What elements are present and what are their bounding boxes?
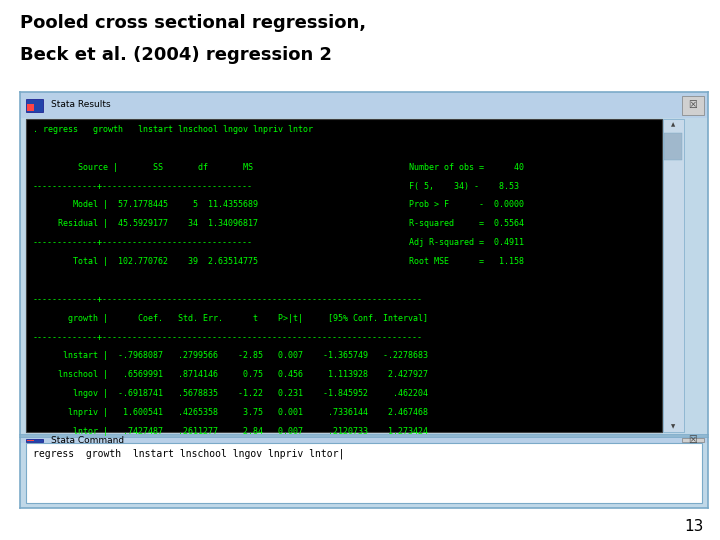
Text: Model |  57.1778445     5  11.4355689: Model | 57.1778445 5 11.4355689: [32, 200, 258, 210]
Text: lnstart |  -.7968087   .2799566    -2.85   0.007    -1.365749   -.2278683: lnstart | -.7968087 .2799566 -2.85 0.007…: [32, 352, 428, 360]
Bar: [26, 99, 43, 112]
Text: Beck et al. (2004) regression 2: Beck et al. (2004) regression 2: [20, 46, 332, 64]
Text: . regress   growth   lnstart lnschool lngov lnpriv lntor: . regress growth lnstart lnschool lngov …: [32, 125, 312, 134]
Bar: [20, 92, 708, 118]
Text: ☒: ☒: [688, 435, 697, 445]
Bar: [26, 443, 702, 503]
Bar: [682, 438, 703, 442]
Text: lntor |   .7427487   .2611277     2.84   0.007     .2120733    1.273424: lntor | .7427487 .2611277 2.84 0.007 .21…: [32, 427, 428, 436]
Text: Stata Command: Stata Command: [51, 436, 125, 444]
Text: -------------+------------------------------: -------------+--------------------------…: [32, 181, 253, 191]
Text: ☒: ☒: [688, 100, 697, 110]
Text: Number of obs =      40: Number of obs = 40: [409, 163, 523, 172]
Text: Residual |  45.5929177    34  1.34096817: Residual | 45.5929177 34 1.34096817: [32, 219, 258, 228]
Text: Adj R-squared =  0.4911: Adj R-squared = 0.4911: [409, 238, 523, 247]
Bar: [665, 133, 683, 160]
Text: 13: 13: [685, 518, 704, 534]
Text: lnpriv |   1.600541   .4265358     3.75   0.001     .7336144    2.467468: lnpriv | 1.600541 .4265358 3.75 0.001 .7…: [32, 408, 428, 417]
Text: F( 5,    34) -    8.53: F( 5, 34) - 8.53: [409, 181, 518, 191]
Text: Prob > F      -  0.0000: Prob > F - 0.0000: [409, 200, 523, 210]
Text: growth |      Coef.   Std. Err.      t    P>|t|     [95% Conf. Interval]: growth | Coef. Std. Err. t P>|t| [95% Co…: [32, 314, 428, 323]
Bar: [26, 439, 43, 442]
Bar: [663, 119, 684, 432]
Text: Stata Results: Stata Results: [51, 100, 111, 109]
Text: -------------+------------------------------: -------------+--------------------------…: [32, 238, 253, 247]
Text: -------------+----------------------------------------------------------------: -------------+--------------------------…: [32, 333, 423, 341]
Text: ▲: ▲: [671, 123, 675, 127]
Text: _cons |   1.18864    1.518233     0.78   0.439    -1.896782    4.274061: _cons | 1.18864 1.518233 0.78 0.439 -1.8…: [32, 446, 428, 455]
Bar: [682, 96, 703, 115]
Bar: [27, 104, 34, 111]
Text: ▼: ▼: [671, 424, 675, 429]
Text: Total |  102.770762    39  2.63514775: Total | 102.770762 39 2.63514775: [32, 257, 258, 266]
Text: lngov |  -.6918741   .5678835    -1.22   0.231    -1.845952     .462204: lngov | -.6918741 .5678835 -1.22 0.231 -…: [32, 389, 428, 398]
Text: lnschool |   .6569991   .8714146     0.75   0.456     1.113928    2.427927: lnschool | .6569991 .8714146 0.75 0.456 …: [32, 370, 428, 379]
Text: Root MSE      =   1.158: Root MSE = 1.158: [409, 257, 523, 266]
Text: -------------+----------------------------------------------------------------: -------------+--------------------------…: [32, 295, 423, 304]
Text: R-squared     =  0.5564: R-squared = 0.5564: [409, 219, 523, 228]
Bar: [27, 440, 34, 441]
Text: Source |       SS       df       MS: Source | SS df MS: [32, 163, 253, 172]
Bar: [20, 437, 708, 443]
Text: --more--: --more--: [32, 464, 73, 474]
Text: regress  growth  lnstart lnschool lngov lnpriv lntor|: regress growth lnstart lnschool lngov ln…: [32, 449, 344, 459]
Text: Pooled cross sectional regression,: Pooled cross sectional regression,: [20, 14, 366, 31]
